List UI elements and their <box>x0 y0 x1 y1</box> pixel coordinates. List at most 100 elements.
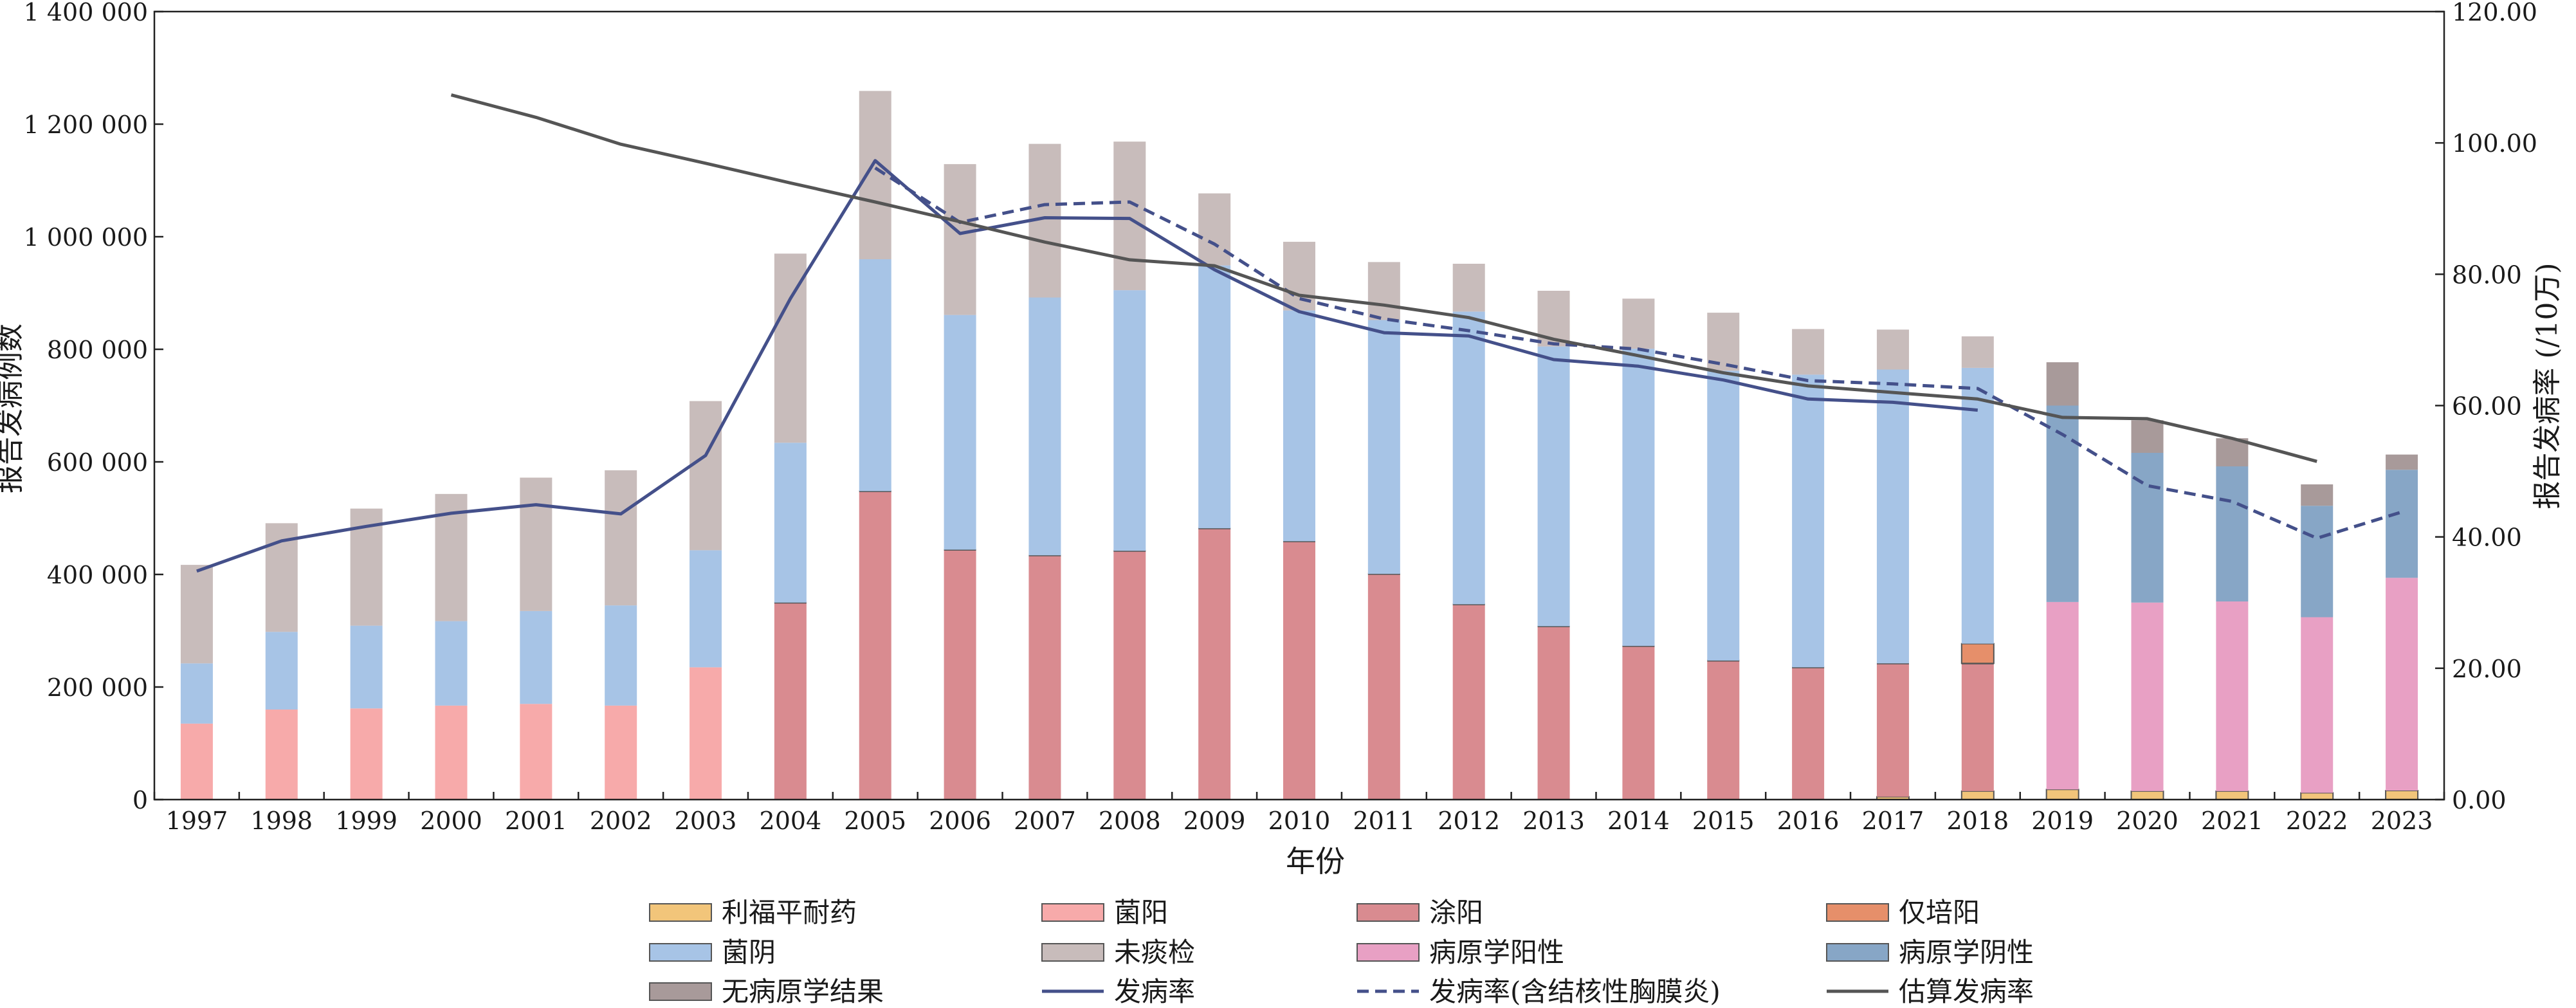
x-tick-label-3: 2000 <box>420 807 482 835</box>
y-axis-left-label: 报告发病例数 <box>0 324 26 493</box>
y-left-tick-label-2: 400 000 <box>47 561 148 589</box>
bar-1-6 <box>690 667 722 800</box>
bar-4-15 <box>1452 311 1485 605</box>
bar-7-26 <box>2386 470 2418 578</box>
bar-4-13 <box>1283 310 1315 542</box>
bar-8-22 <box>2046 362 2079 406</box>
bar-4-3 <box>435 621 468 706</box>
x-tick-label-14: 2011 <box>1353 807 1415 835</box>
bar-1-5 <box>605 705 637 800</box>
bar-5-15 <box>1452 264 1485 312</box>
bar-6-24 <box>2216 601 2249 791</box>
legend-swatch-7 <box>1826 943 1889 962</box>
x-tick-label-8: 2005 <box>844 807 906 835</box>
legend-swatch-1 <box>1041 903 1104 922</box>
legend-label-8: 无病原学结果 <box>722 976 884 1005</box>
x-tick-label-18: 2015 <box>1692 807 1755 835</box>
y-left-tick-label-6: 1 200 000 <box>24 111 148 139</box>
bar-0-25 <box>2301 793 2334 800</box>
bar-2-7 <box>774 602 807 800</box>
y-right-tick-label-5: 100.00 <box>2452 129 2537 158</box>
bar-5-8 <box>859 91 891 259</box>
x-tick-label-25: 2022 <box>2286 807 2348 835</box>
bar-7-24 <box>2216 466 2249 601</box>
y-left-tick-label-5: 1 000 000 <box>24 223 148 252</box>
x-tick-label-7: 2004 <box>760 807 822 835</box>
legend-swatch-3 <box>1826 903 1889 922</box>
bar-7-23 <box>2131 453 2164 603</box>
y-left-tick-label-0: 0 <box>132 786 148 814</box>
bar-5-21 <box>1961 336 1994 368</box>
x-tick-label-26: 2023 <box>2371 807 2433 835</box>
series-line-2 <box>450 93 2317 463</box>
bar-5-7 <box>774 253 807 443</box>
x-tick-label-15: 2012 <box>1438 807 1500 835</box>
x-tick-label-24: 2021 <box>2201 807 2263 835</box>
bar-6-25 <box>2301 617 2334 793</box>
bar-5-12 <box>1198 193 1231 266</box>
bar-5-11 <box>1113 142 1146 291</box>
bar-2-8 <box>859 491 891 800</box>
bar-2-19 <box>1792 667 1825 800</box>
bar-4-7 <box>774 443 807 603</box>
bar-2-20 <box>1876 663 1909 797</box>
bar-0-20 <box>1876 796 1909 800</box>
bar-4-18 <box>1707 371 1740 661</box>
y-right-tick-label-2: 40.00 <box>2452 524 2522 552</box>
bar-4-20 <box>1876 369 1909 664</box>
bar-4-5 <box>605 605 637 706</box>
bar-4-14 <box>1367 320 1400 574</box>
line-layer <box>196 93 2402 573</box>
bar-5-0 <box>180 565 213 664</box>
bar-4-4 <box>520 610 553 704</box>
x-axis-label: 年份 <box>1286 844 1345 879</box>
bar-8-25 <box>2301 484 2334 506</box>
bar-4-21 <box>1961 367 1994 644</box>
bar-5-20 <box>1876 329 1909 370</box>
x-tick-label-9: 2006 <box>929 807 991 835</box>
x-tick-label-20: 2017 <box>1862 807 1924 835</box>
legend-label-11: 估算发病率 <box>1899 976 2034 1005</box>
bar-7-25 <box>2301 506 2334 618</box>
y-left-tick-label-3: 600 000 <box>47 448 148 477</box>
y-left-tick-label-1: 200 000 <box>47 674 148 702</box>
bar-5-6 <box>690 401 722 551</box>
bar-5-13 <box>1283 241 1315 311</box>
bar-0-23 <box>2131 791 2164 800</box>
series-line-1 <box>874 166 2402 540</box>
bar-2-18 <box>1707 660 1740 800</box>
legend-swatch-4 <box>649 943 712 962</box>
bar-2-9 <box>944 549 976 800</box>
bar-1-4 <box>520 704 553 800</box>
bar-2-17 <box>1622 646 1655 800</box>
bar-3-21 <box>1961 643 1994 664</box>
legend-label-1: 菌阳 <box>1114 897 1168 928</box>
bar-2-14 <box>1367 574 1400 800</box>
x-tick-label-22: 2019 <box>2031 807 2094 835</box>
y-left-tick-label-7: 1 400 000 <box>24 0 148 26</box>
bar-5-19 <box>1792 329 1825 375</box>
bar-6-26 <box>2386 578 2418 791</box>
bar-0-21 <box>1961 791 1994 800</box>
legend-swatch-2 <box>1357 903 1420 922</box>
bar-4-2 <box>350 625 383 709</box>
x-tick-label-5: 2002 <box>590 807 652 835</box>
bar-5-14 <box>1367 262 1400 320</box>
x-tick-label-21: 2018 <box>1946 807 2009 835</box>
bar-4-0 <box>180 663 213 724</box>
bar-5-17 <box>1622 298 1655 349</box>
x-tick-label-0: 1997 <box>166 807 228 835</box>
bar-4-16 <box>1537 346 1570 627</box>
bar-1-0 <box>180 723 213 800</box>
legend-label-7: 病原学阴性 <box>1899 937 2034 968</box>
bar-0-26 <box>2386 791 2418 800</box>
legend-label-5: 未痰检 <box>1114 937 1195 968</box>
y-right-tick-label-4: 80.00 <box>2452 261 2522 289</box>
x-tick-label-4: 2001 <box>505 807 567 835</box>
legend-swatch-0 <box>649 903 712 922</box>
bar-2-12 <box>1198 528 1231 800</box>
axes-layer: 0 200 000 400 000 600 000 800 000 1 000 000 1 … <box>24 0 2537 835</box>
legend-swatch-5 <box>1041 943 1104 962</box>
bar-4-8 <box>859 259 891 491</box>
bar-layer <box>180 91 2419 800</box>
